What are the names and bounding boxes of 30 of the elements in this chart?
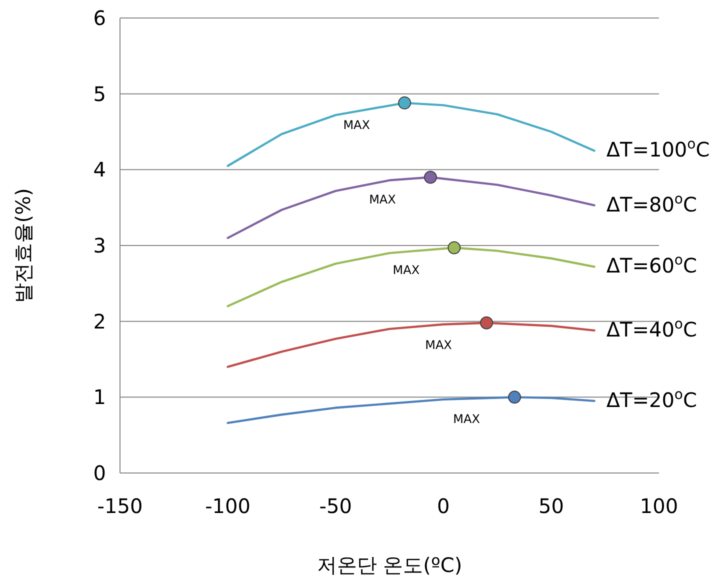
annotation: MAX	[392, 262, 420, 277]
x-axis-title: 저온단 온도(ºC)	[316, 553, 462, 577]
series-label: ΔT=40$^{o}$C	[606, 316, 697, 342]
x-tick-label: 50	[538, 494, 564, 518]
y-tick-label: 4	[93, 158, 106, 182]
y-tick-label: 2	[93, 309, 106, 334]
annotation: MAX	[453, 412, 480, 426]
point	[398, 96, 412, 110]
series-label: ΔT=60$^{o}$C	[606, 252, 697, 278]
x-tick-label: -100	[205, 494, 250, 518]
series-label: ΔT=20$^{o}$C	[606, 386, 697, 412]
y-tick-label: 1	[93, 385, 106, 410]
point	[508, 390, 522, 404]
series-label: ΔT=80$^{o}$C	[606, 191, 697, 216]
annotation: MAX	[343, 118, 370, 132]
y-tick-label: 6	[93, 6, 106, 30]
y-axis-title: 발전효율(%)	[11, 188, 35, 303]
y-tick-label: 5	[93, 82, 106, 106]
point	[424, 170, 437, 184]
x-tick-label: -50	[319, 494, 352, 518]
point	[448, 241, 461, 254]
x-tick-label: 0	[437, 494, 450, 518]
y-tick-label: 0	[93, 461, 106, 485]
point	[480, 316, 494, 330]
annotation: MAX	[425, 338, 452, 352]
annotation: MAX	[369, 192, 396, 206]
x-tick-label: 100	[640, 494, 678, 518]
x-tick-label: -150	[97, 494, 143, 518]
y-tick-label: 3	[93, 234, 106, 258]
series-label: ΔT=100$^{o}$C	[606, 136, 710, 162]
